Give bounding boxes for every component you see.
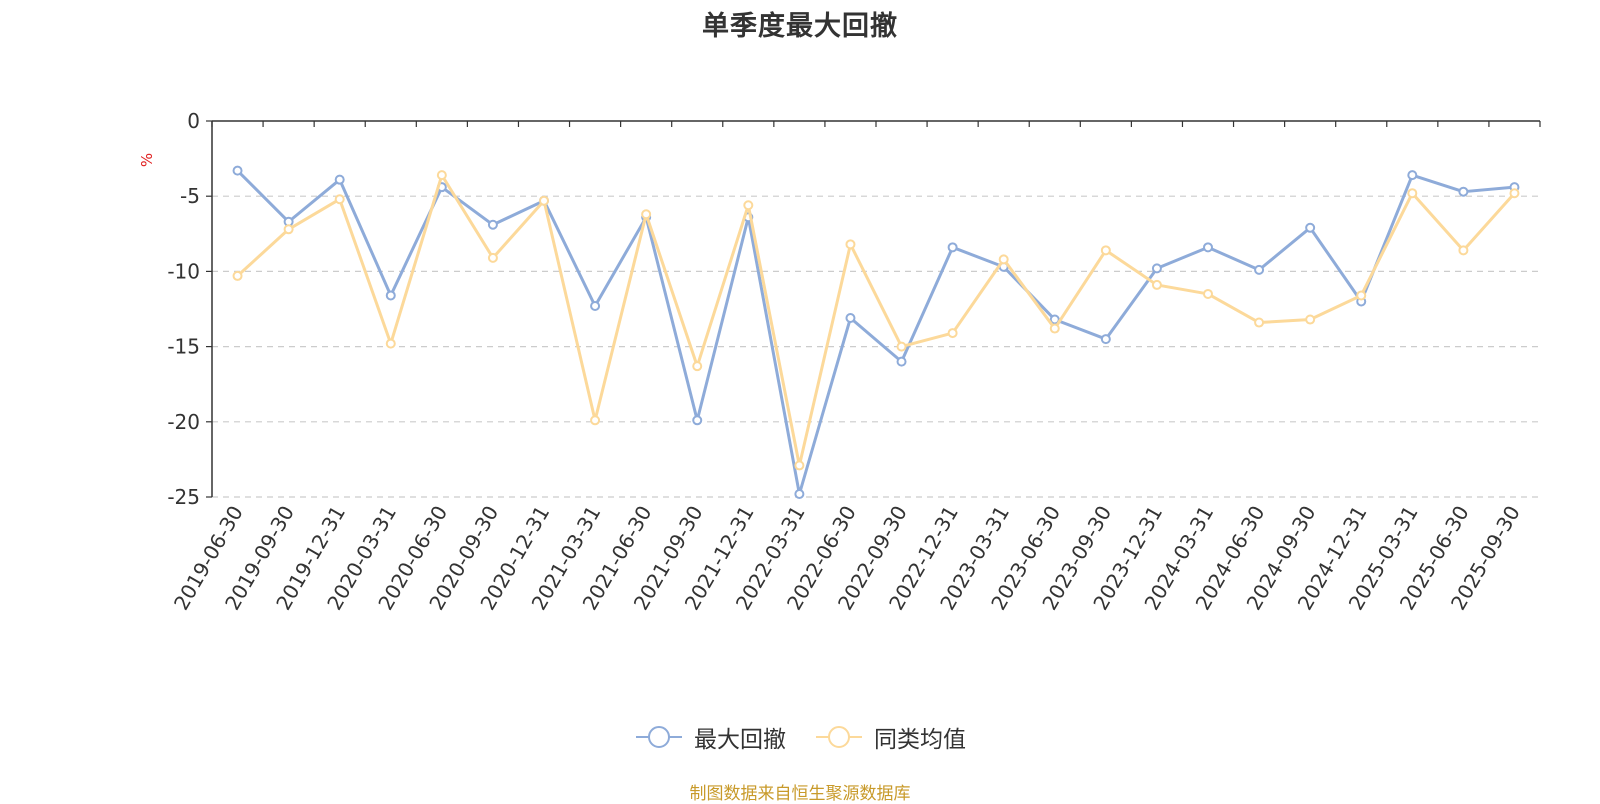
legend-swatch-marker [648, 726, 670, 748]
data-point [487, 219, 498, 230]
data-point [1049, 314, 1060, 325]
y-tick-label: -25 [167, 485, 200, 509]
data-point [1151, 279, 1162, 290]
data-point [232, 270, 243, 281]
legend-swatch [816, 726, 862, 748]
data-point [1305, 314, 1316, 325]
y-tick-label: -10 [167, 259, 200, 283]
data-point [232, 165, 243, 176]
data-point [487, 252, 498, 263]
data-point [845, 313, 856, 324]
data-point [1049, 323, 1060, 334]
data-point [1100, 334, 1111, 345]
line-chart: 0-5-10-15-20-252019-06-302019-09-302019-… [138, 109, 1541, 614]
series-lines [232, 165, 1520, 499]
data-point [947, 242, 958, 253]
legend-item[interactable]: 同类均值 [814, 720, 966, 754]
series-line [236, 173, 1516, 467]
data-point [692, 361, 703, 372]
data-point [590, 415, 601, 426]
y-tick-label: 0 [187, 109, 200, 133]
source-note: 制图数据来自恒生聚源数据库 [689, 784, 911, 804]
grid-lines [212, 195, 1540, 498]
data-point [1254, 317, 1265, 328]
data-point [743, 200, 754, 211]
data-point [1254, 264, 1265, 275]
data-point [334, 174, 345, 185]
series-2 [232, 170, 1520, 471]
legend-label: 最大回撤 [694, 727, 786, 753]
series-line [236, 169, 1515, 496]
legend-item[interactable]: 最大回撤 [634, 720, 786, 754]
data-point [794, 460, 805, 471]
data-point [896, 341, 907, 352]
chart-title: 单季度最大回撤 [702, 11, 898, 42]
data-point [1305, 222, 1316, 233]
y-axis-unit-label: % [138, 153, 156, 167]
data-point [385, 290, 396, 301]
data-point [436, 170, 447, 181]
data-point [283, 224, 294, 235]
data-point [385, 338, 396, 349]
data-point [1151, 263, 1162, 274]
axes: 0-5-10-15-20-252019-06-302019-09-302019-… [167, 109, 1541, 614]
data-point [896, 356, 907, 367]
y-tick-label: -5 [180, 184, 200, 208]
legend-swatch [636, 726, 682, 748]
data-point [1407, 170, 1418, 181]
legend-label: 同类均值 [874, 727, 966, 753]
y-tick-label: -20 [167, 410, 200, 434]
data-point [845, 239, 856, 250]
y-tick-label: -15 [167, 335, 200, 359]
data-point [1100, 245, 1111, 256]
data-point [590, 300, 601, 311]
data-point [641, 209, 652, 220]
data-point [1203, 288, 1213, 299]
data-point [1458, 245, 1469, 256]
data-point [794, 488, 805, 499]
data-point [1509, 188, 1520, 199]
data-point [1356, 290, 1367, 301]
chart-legend: 最大回撤 同类均值 [0, 720, 1600, 754]
data-point [947, 328, 958, 339]
data-point [998, 254, 1009, 265]
data-point [1407, 188, 1418, 199]
data-point [1458, 186, 1469, 197]
data-point [539, 195, 549, 206]
series-1 [232, 165, 1520, 499]
legend-swatch-marker [828, 726, 850, 748]
data-point [692, 415, 703, 426]
data-point [334, 194, 345, 205]
data-point [1203, 242, 1213, 253]
